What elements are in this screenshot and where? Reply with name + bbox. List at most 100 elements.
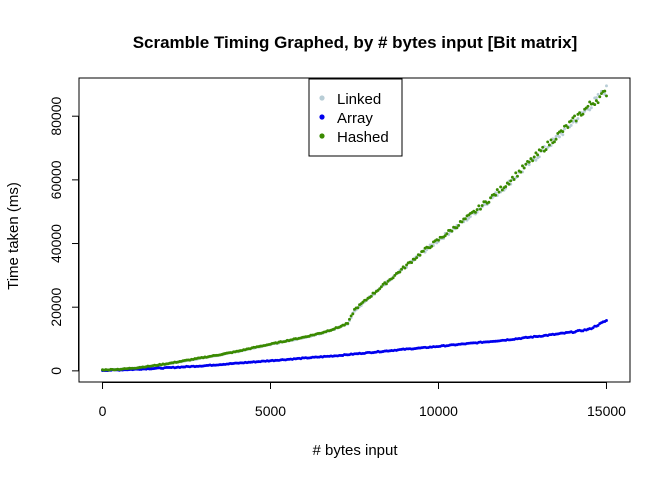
data-point [537, 155, 541, 159]
x-tick-label: 15000 [587, 403, 626, 419]
data-point [479, 207, 482, 211]
data-point [549, 138, 553, 142]
data-point [361, 300, 365, 304]
data-point [500, 188, 504, 192]
data-point [594, 99, 598, 103]
data-point [516, 174, 519, 178]
data-point [558, 135, 561, 139]
data-point [603, 89, 607, 93]
data-point [348, 317, 351, 321]
data-point [460, 220, 464, 224]
y-axis-label: Time taken (ms) [5, 182, 22, 290]
data-point [480, 204, 484, 207]
data-point [400, 267, 403, 271]
data-point [605, 319, 608, 322]
data-point [527, 160, 531, 164]
y-tick-label: 20000 [48, 288, 64, 327]
data-point [589, 106, 593, 110]
data-point [349, 314, 353, 318]
data-point [510, 175, 514, 179]
data-point [356, 306, 360, 310]
data-point [546, 140, 550, 144]
y-tick-label: 80000 [48, 97, 64, 136]
data-point [605, 94, 608, 98]
data-point [443, 234, 447, 238]
data-point [605, 84, 608, 88]
data-point [586, 104, 590, 108]
data-point [588, 100, 592, 104]
data-point [499, 185, 503, 189]
data-point [524, 162, 528, 166]
data-point [445, 232, 449, 236]
data-point [379, 285, 383, 289]
data-point [534, 158, 538, 162]
x-axis: 0 5000 10000 15000 [99, 382, 626, 419]
data-point [561, 130, 565, 134]
y-tick-label: 60000 [48, 160, 64, 199]
data-point [507, 182, 511, 186]
data-point [519, 170, 523, 174]
series-array [101, 319, 608, 373]
data-point [522, 166, 526, 170]
data-point [489, 196, 493, 200]
data-point [554, 137, 558, 141]
data-point [504, 185, 508, 189]
data-point [391, 276, 395, 280]
data-point [430, 244, 434, 248]
data-point [410, 261, 414, 265]
data-point [450, 229, 454, 233]
data-point [574, 119, 578, 123]
data-point [561, 133, 565, 137]
data-point [415, 256, 419, 260]
legend-marker-linked [319, 95, 325, 101]
legend-marker-hashed [319, 133, 325, 139]
data-point [588, 108, 592, 112]
data-point [536, 153, 540, 157]
data-point [494, 193, 498, 197]
data-point [594, 96, 598, 100]
data-point [369, 294, 373, 298]
legend-marker-array [319, 114, 325, 120]
data-point [593, 103, 597, 107]
x-axis-label: # bytes input [312, 442, 398, 459]
legend-label-hashed: Hashed [337, 129, 389, 146]
data-point [346, 322, 350, 325]
legend-label-linked: Linked [337, 91, 381, 108]
data-point [384, 282, 388, 286]
chart-title: Scramble Timing Graphed, by # bytes inpu… [133, 33, 578, 52]
data-point [418, 253, 422, 257]
data-point [566, 126, 570, 129]
legend: Linked Array Hashed [308, 78, 403, 157]
data-point [563, 127, 566, 131]
data-point [509, 179, 513, 183]
data-point [514, 171, 518, 175]
data-point [477, 204, 481, 208]
data-point [571, 116, 575, 120]
data-point [475, 208, 479, 212]
data-point [457, 223, 461, 227]
data-point [596, 92, 600, 96]
data-point [541, 145, 545, 149]
x-tick-label: 10000 [419, 403, 458, 419]
data-point [531, 159, 535, 163]
data-point [596, 101, 600, 105]
x-tick-label: 5000 [255, 403, 286, 419]
data-point [547, 143, 551, 147]
data-point [596, 323, 600, 327]
data-point [421, 249, 425, 253]
data-point [552, 140, 556, 144]
data-point [378, 287, 382, 291]
data-point [599, 92, 603, 96]
y-axis: 0 20000 40000 60000 80000 [48, 97, 79, 375]
data-point [578, 111, 582, 115]
y-tick-label: 0 [48, 367, 64, 375]
data-point [405, 263, 409, 267]
data-point [598, 95, 602, 99]
data-point [521, 164, 524, 168]
data-point [564, 124, 568, 127]
data-point [455, 226, 459, 230]
data-point [583, 109, 587, 113]
data-point [532, 155, 536, 159]
data-point [512, 178, 516, 181]
